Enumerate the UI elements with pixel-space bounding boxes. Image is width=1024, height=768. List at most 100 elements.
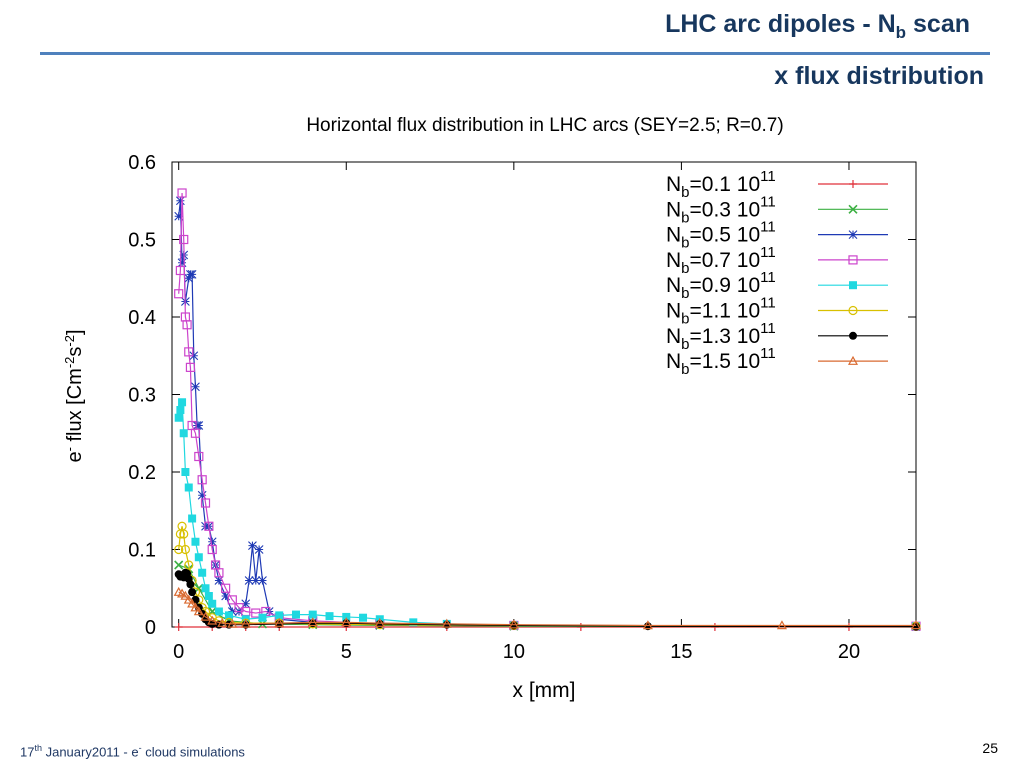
x-tick-label: 0	[173, 641, 184, 663]
y-tick-label: 0.6	[128, 152, 156, 174]
y-tick-label: 0.1	[128, 540, 156, 562]
legend-label: Nb=0.5 1011	[666, 219, 776, 252]
legend-marker	[849, 281, 857, 290]
legend-marker	[849, 331, 857, 340]
data-point	[244, 576, 254, 585]
data-point	[193, 606, 204, 616]
data-point	[197, 490, 207, 500]
data-point	[179, 429, 188, 438]
series-line	[178, 192, 917, 627]
y-tick-label: 0.2	[128, 462, 156, 484]
data-point	[241, 599, 251, 609]
data-point	[174, 623, 183, 631]
data-point	[207, 537, 217, 547]
data-point	[174, 560, 184, 570]
footer-sup2: -	[138, 743, 142, 753]
data-point	[227, 618, 238, 628]
footer-day: 17	[20, 744, 35, 760]
x-tick-label: 20	[838, 641, 860, 663]
legend-label: Nb=1.3 1011	[666, 320, 776, 353]
data-point	[179, 529, 189, 539]
data-point	[184, 347, 194, 357]
data-point	[174, 413, 183, 422]
data-point	[183, 594, 194, 604]
legend-label: Nb=1.5 1011	[666, 345, 776, 378]
data-point	[240, 618, 251, 628]
data-point	[180, 590, 191, 600]
series-line	[178, 200, 917, 627]
data-point	[224, 611, 233, 620]
legend-marker	[848, 255, 858, 265]
data-point	[191, 537, 200, 546]
series-line	[178, 526, 917, 627]
footer-rest: January2011 - e	[41, 744, 139, 760]
data-point	[248, 541, 257, 551]
data-point	[188, 588, 197, 597]
data-point	[177, 258, 187, 268]
series-line	[178, 402, 917, 627]
data-point	[441, 618, 452, 628]
data-point	[214, 576, 224, 585]
data-point	[374, 617, 385, 627]
data-point	[184, 560, 194, 570]
data-point	[185, 362, 196, 372]
legend-label: Nb=0.7 1011	[666, 244, 776, 277]
data-point	[186, 580, 195, 589]
data-point	[508, 619, 519, 629]
data-point	[359, 613, 368, 622]
data-point	[217, 617, 228, 627]
data-point	[275, 611, 284, 620]
data-point	[174, 211, 184, 221]
data-point	[227, 595, 237, 605]
legend-marker	[848, 230, 858, 239]
series-7	[173, 586, 922, 630]
data-point	[214, 568, 224, 578]
series-3	[174, 188, 921, 631]
data-point	[181, 468, 190, 476]
legend-label: Nb=0.9 1011	[666, 269, 776, 302]
data-point	[221, 583, 231, 593]
data-point	[184, 483, 193, 492]
data-point	[207, 615, 218, 625]
series-group	[173, 188, 922, 632]
data-point	[251, 608, 261, 618]
data-point	[258, 613, 267, 622]
y-tick-label: 0.4	[128, 307, 156, 329]
data-point	[187, 269, 197, 279]
slide-title-suffix: scan	[906, 10, 970, 38]
data-point	[176, 406, 185, 414]
data-point	[204, 592, 213, 600]
data-point	[194, 421, 204, 430]
data-point	[264, 607, 274, 616]
legend-marker	[849, 180, 857, 188]
data-point	[189, 351, 199, 361]
y-tick-label: 0.5	[128, 230, 156, 252]
data-point	[194, 553, 203, 562]
data-point	[187, 598, 198, 608]
data-point	[180, 544, 191, 555]
data-point	[175, 196, 185, 206]
data-point	[200, 498, 211, 508]
data-point	[182, 320, 192, 330]
data-point	[194, 583, 204, 593]
x-axis-label: x [mm]	[513, 679, 576, 702]
data-point	[274, 617, 285, 627]
x-tick-label: 15	[670, 641, 692, 663]
data-point	[200, 611, 211, 621]
footer-sup: th	[34, 743, 42, 753]
data-point	[342, 612, 351, 621]
legend-label: Nb=1.1 1011	[666, 295, 776, 328]
x-tick-label: 5	[341, 641, 352, 663]
footer-text: 17th January2011 - e- cloud simulations	[20, 743, 245, 759]
chart-title: Horizontal flux distribution in LHC arcs…	[306, 115, 783, 136]
data-point	[175, 265, 185, 276]
data-point	[325, 612, 334, 621]
slide-title-prefix: LHC arc dipoles - N	[665, 10, 896, 38]
slide-subtitle: x flux distribution	[774, 62, 984, 90]
series-2	[174, 196, 921, 631]
data-point	[179, 234, 189, 245]
x-tick-label: 10	[503, 641, 525, 663]
data-point	[910, 620, 922, 630]
data-point	[307, 617, 318, 627]
